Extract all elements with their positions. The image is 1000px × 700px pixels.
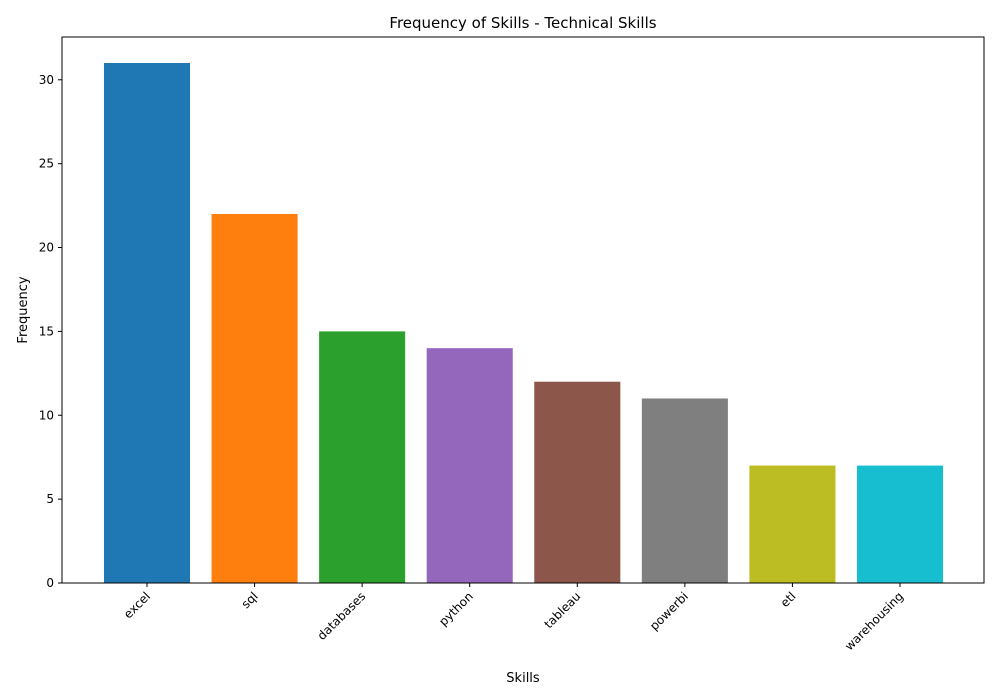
bar-excel <box>103 63 191 583</box>
bars-group <box>103 63 944 583</box>
y-tick-label: 30 <box>39 73 54 87</box>
x-axis: excel sql databases python tableau powerbi etl… <box>121 583 906 653</box>
x-axis-label: Skills <box>506 671 540 686</box>
y-axis: 0 5 10 15 20 25 30 <box>39 73 62 590</box>
x-tick-label: excel <box>121 589 153 621</box>
y-axis-label: Frequency <box>16 276 31 343</box>
x-tick-label: python <box>436 589 476 629</box>
y-tick-label: 15 <box>39 324 54 338</box>
bar-python <box>426 348 513 583</box>
y-tick-label: 5 <box>46 492 54 506</box>
bar-tableau <box>534 381 621 583</box>
x-tick-label: warehousing <box>842 589 906 653</box>
bar-powerbi <box>641 398 728 583</box>
bar-warehousing <box>856 465 944 583</box>
bar-etl <box>749 465 836 583</box>
y-tick-label: 20 <box>39 241 54 255</box>
chart-title: Frequency of Skills - Technical Skills <box>389 14 656 32</box>
bar-databases <box>319 331 406 583</box>
bar-sql <box>211 213 298 583</box>
x-tick-label: databases <box>315 589 369 643</box>
y-tick-label: 0 <box>46 576 54 590</box>
y-tick-label: 10 <box>39 408 54 422</box>
x-tick-label: powerbi <box>647 589 691 633</box>
x-tick-label: sql <box>239 589 261 611</box>
y-tick-label: 25 <box>39 157 54 171</box>
plot-frame <box>61 36 985 584</box>
x-tick-label: tableau <box>541 589 583 631</box>
x-tick-label: etl <box>778 589 799 610</box>
